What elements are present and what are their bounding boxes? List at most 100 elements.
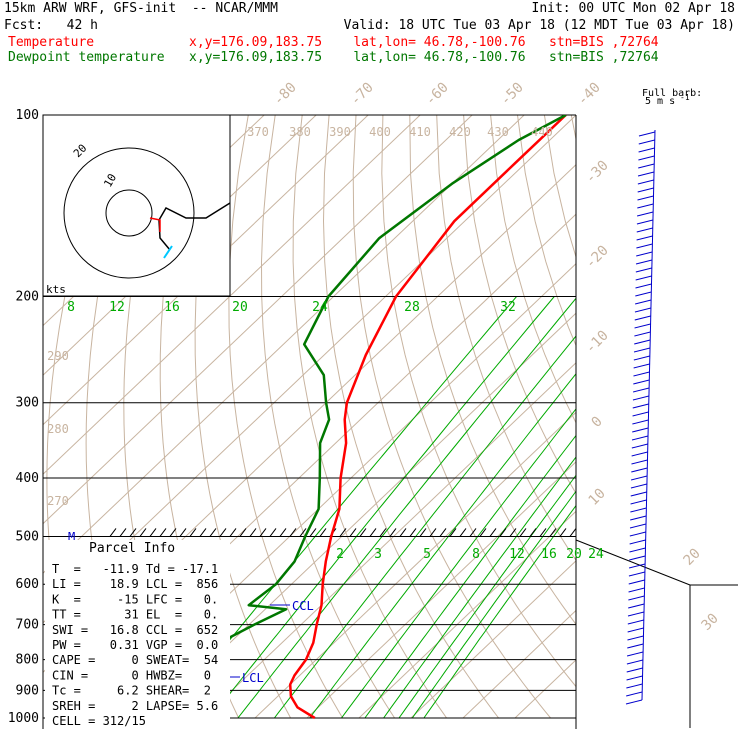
hatch-mark (259, 528, 267, 537)
wind-barb (636, 227, 653, 233)
dry-adiabat-line (0, 115, 6, 718)
wind-barb (637, 211, 654, 217)
wind-barb (631, 467, 648, 473)
wind-barb (635, 267, 652, 273)
pressure-label: 400 (16, 471, 39, 486)
hatch-mark (119, 528, 127, 537)
parcel-info-row: LI = 18.9 LCL = 856 (52, 577, 218, 591)
wind-barb (634, 339, 651, 345)
wind-barb (630, 515, 647, 521)
dewpoint-legend-label: Dewpoint temperature (8, 50, 165, 65)
isotherm-line (358, 510, 576, 719)
wind-barb (628, 571, 646, 577)
mixing-ratio-label: 16 (541, 547, 557, 562)
hatch-mark (299, 528, 307, 537)
hodograph-trace-red (149, 217, 161, 232)
parcel-info-row: SWI = 16.8 CCL = 652 (52, 623, 218, 637)
theta-label: 430 (487, 125, 509, 139)
hatch-mark (239, 528, 247, 537)
isotherm-label: -60 (423, 80, 452, 109)
isotherm-line (306, 461, 576, 719)
hatch-mark (419, 528, 427, 537)
dry-adiabat-line (436, 115, 576, 562)
wind-barb (630, 507, 647, 513)
wind-barb (633, 347, 651, 353)
hatch-mark (429, 528, 437, 537)
wind-barb (635, 299, 652, 305)
wind-barb (637, 171, 655, 177)
wind-barb (632, 411, 649, 417)
wind-barb (632, 403, 649, 409)
hatch-mark (219, 528, 227, 537)
dry-adiabat-line (463, 115, 576, 495)
mixing-ratio-label: 16 (164, 300, 180, 315)
dewpoint-legend-info: x,y=176.09,183.75 lat,lon= 46.78,-100.76… (189, 50, 659, 65)
wind-barb (638, 147, 655, 153)
mixing-ratio-line (411, 490, 576, 719)
hodograph-units: kts (46, 283, 66, 296)
wind-barb (632, 387, 650, 393)
theta-label: 280 (47, 422, 69, 436)
hodograph-frame (42, 114, 231, 297)
mixing-ratio-line (423, 504, 576, 719)
parcel-info-row: PW = 0.31 VGP = 0.0 (52, 638, 218, 652)
wind-barb (630, 475, 648, 481)
mixing-ratio-label: 24 (588, 547, 604, 562)
isotherm-line (410, 560, 576, 719)
wind-barb (637, 187, 654, 193)
hatch-mark (289, 528, 297, 537)
wind-barb (634, 307, 652, 313)
barb-legend-units: 5 m s (645, 96, 675, 107)
isotherm-label: 0 (589, 414, 606, 431)
wind-barb (629, 555, 646, 561)
pressure-label: 900 (16, 683, 39, 698)
hatch-mark (389, 528, 397, 537)
model-title: 15km ARW WRF, GFS-init -- NCAR/MMM (4, 1, 278, 16)
hatch-mark (109, 528, 117, 537)
wind-barb (629, 547, 646, 553)
wind-barb (633, 371, 650, 377)
wind-barb (635, 283, 652, 289)
wind-barb (627, 619, 644, 625)
isotherm-label: 30 (699, 611, 722, 634)
hatch-mark (399, 528, 407, 537)
wind-barb (634, 331, 651, 337)
wedge-line (575, 539, 691, 586)
mixing-ratio-line (309, 372, 576, 719)
theta-label: 270 (47, 494, 69, 508)
theta-label: 400 (369, 125, 391, 139)
hatch-mark (519, 528, 527, 537)
isotherm-line (43, 115, 525, 574)
hatch-mark (279, 528, 287, 537)
hatch-mark (539, 528, 547, 537)
init-time: Init: 00 UTC Mon 02 Apr 18 (531, 1, 736, 16)
hatch-mark (499, 528, 507, 537)
isotherm-label: -30 (583, 158, 612, 187)
dry-adiabat-line (625, 115, 740, 718)
isotherm-label: -10 (583, 328, 612, 357)
mixing-ratio-label: 5 (423, 547, 431, 562)
mixing-ratio-label: 2 (336, 547, 344, 562)
dry-adiabat-line (652, 115, 740, 718)
wind-barb (635, 259, 653, 265)
wind-barb (627, 635, 644, 641)
wind-barb (628, 595, 645, 601)
parcel-info-row: K = -15 LFC = 0. (52, 592, 218, 606)
wind-barb (626, 683, 643, 689)
dry-adiabat-line (598, 115, 740, 718)
wind-barb (632, 419, 649, 425)
mixing-ratio-label: 8 (472, 547, 480, 562)
isotherm-label: -70 (348, 80, 377, 109)
pressure-label: 300 (16, 396, 39, 411)
theta-label: 410 (409, 125, 431, 139)
hodograph-ring-10 (105, 189, 153, 237)
hatch-mark (409, 528, 417, 537)
hodograph-ring-20 (63, 147, 195, 279)
hatch-mark (169, 528, 177, 537)
parcel-info-box (45, 540, 230, 729)
wind-barb (637, 203, 654, 209)
wind-barb (636, 219, 654, 225)
valid-time: Valid: 18 UTC Tue 03 Apr 18 (12 MDT Tue … (343, 18, 735, 33)
parcel-info-row: T = -11.9 Td = -17.1 (52, 562, 218, 576)
